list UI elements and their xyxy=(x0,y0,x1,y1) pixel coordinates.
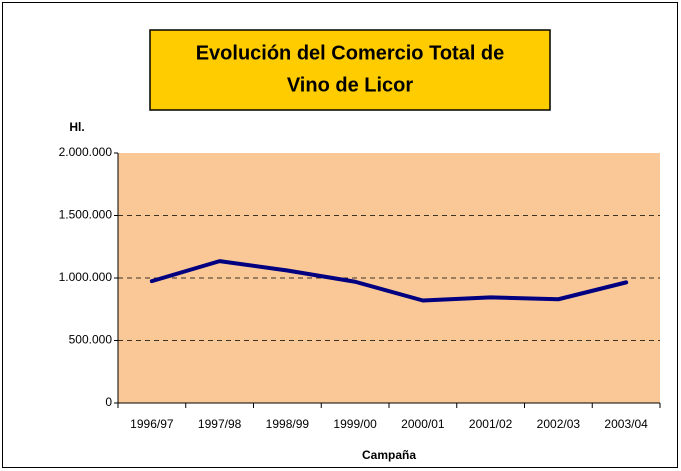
chart-title: Evolución del Comercio Total de xyxy=(196,42,505,64)
y-tick-label: 1.500.000 xyxy=(59,208,113,222)
x-tick-label: 2000/01 xyxy=(401,417,445,431)
x-tick-label: 1997/98 xyxy=(198,417,242,431)
x-tick-label: 2002/03 xyxy=(537,417,581,431)
y-tick-label: 500.000 xyxy=(69,333,113,347)
x-tick-label: 1996/97 xyxy=(130,417,174,431)
data-line xyxy=(149,259,629,303)
title-box xyxy=(149,29,551,111)
y-tick-label: 1.000.000 xyxy=(59,270,113,284)
x-tick-label: 1998/99 xyxy=(266,417,310,431)
x-tick-label: 1999/00 xyxy=(333,417,377,431)
chart-title: Vino de Licor xyxy=(287,74,414,96)
y-tick-label: 2.000.000 xyxy=(59,145,113,159)
x-axis-label: Campaña xyxy=(362,448,416,462)
y-tick-label: 0 xyxy=(105,395,112,409)
y-axis-label: Hl. xyxy=(69,120,84,134)
x-tick-label: 2001/02 xyxy=(469,417,513,431)
x-tick-label: 2003/04 xyxy=(604,417,648,431)
